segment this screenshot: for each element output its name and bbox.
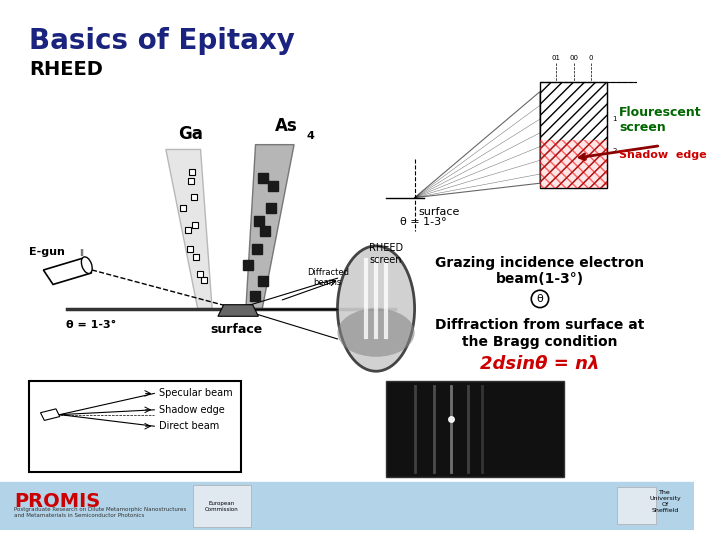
Bar [29, 381, 241, 472]
Text: Direct beam: Direct beam [159, 421, 220, 431]
Polygon shape [218, 305, 258, 316]
Text: RHEED: RHEED [29, 60, 103, 79]
Text: 1: 1 [612, 116, 617, 122]
Bar [540, 140, 608, 188]
Text: Diffracted
beams: Diffracted beams [307, 268, 348, 287]
Text: RHEED
screen: RHEED screen [369, 243, 402, 265]
Bar [540, 140, 608, 188]
Text: 2dsinθ = nλ: 2dsinθ = nλ [480, 355, 600, 373]
Text: Basics of Epitaxy: Basics of Epitaxy [29, 27, 294, 55]
Text: 2: 2 [612, 148, 616, 154]
Text: surface: surface [418, 207, 459, 217]
Text: θ = 1-3°: θ = 1-3° [400, 217, 447, 227]
Bar [386, 381, 564, 477]
Text: 4: 4 [307, 131, 315, 141]
Text: E-gun: E-gun [29, 247, 65, 257]
Polygon shape [246, 145, 294, 308]
Ellipse shape [338, 246, 415, 371]
Text: PROMIS: PROMIS [14, 492, 101, 511]
Text: Specular beam: Specular beam [159, 388, 233, 399]
Polygon shape [166, 150, 212, 308]
Text: surface: surface [210, 323, 262, 336]
Text: Diffraction from surface at: Diffraction from surface at [436, 318, 644, 332]
Text: Flourescent
screen: Flourescent screen [619, 106, 702, 134]
Bar [193, 485, 251, 528]
Text: 0: 0 [589, 55, 593, 61]
Ellipse shape [338, 308, 415, 357]
Ellipse shape [81, 257, 92, 273]
Polygon shape [43, 259, 91, 285]
Text: As: As [275, 117, 297, 135]
Text: The
University
Of
Sheffield: The University Of Sheffield [649, 490, 681, 512]
Text: 00: 00 [570, 55, 578, 61]
Text: 01: 01 [552, 55, 561, 61]
Bar [617, 487, 656, 524]
Text: European
Commission: European Commission [205, 501, 238, 511]
Text: beam(1-3°): beam(1-3°) [496, 272, 584, 286]
Text: Ga: Ga [179, 125, 203, 143]
Text: Shadow edge: Shadow edge [159, 405, 225, 415]
Bar [540, 82, 608, 188]
Polygon shape [40, 409, 60, 421]
Text: Shadow  edge: Shadow edge [619, 151, 706, 160]
Text: II: II [79, 249, 84, 258]
Text: Postgraduate Research on Dilute Metamorphic Nanostructures
and Metamaterials in : Postgraduate Research on Dilute Metamorp… [14, 507, 186, 518]
Text: θ: θ [536, 294, 544, 304]
Text: Grazing incidence electron: Grazing incidence electron [436, 255, 644, 269]
Text: the Bragg condition: the Bragg condition [462, 335, 618, 349]
Text: θ = 1-3°: θ = 1-3° [66, 320, 116, 330]
Bar [0, 482, 694, 530]
